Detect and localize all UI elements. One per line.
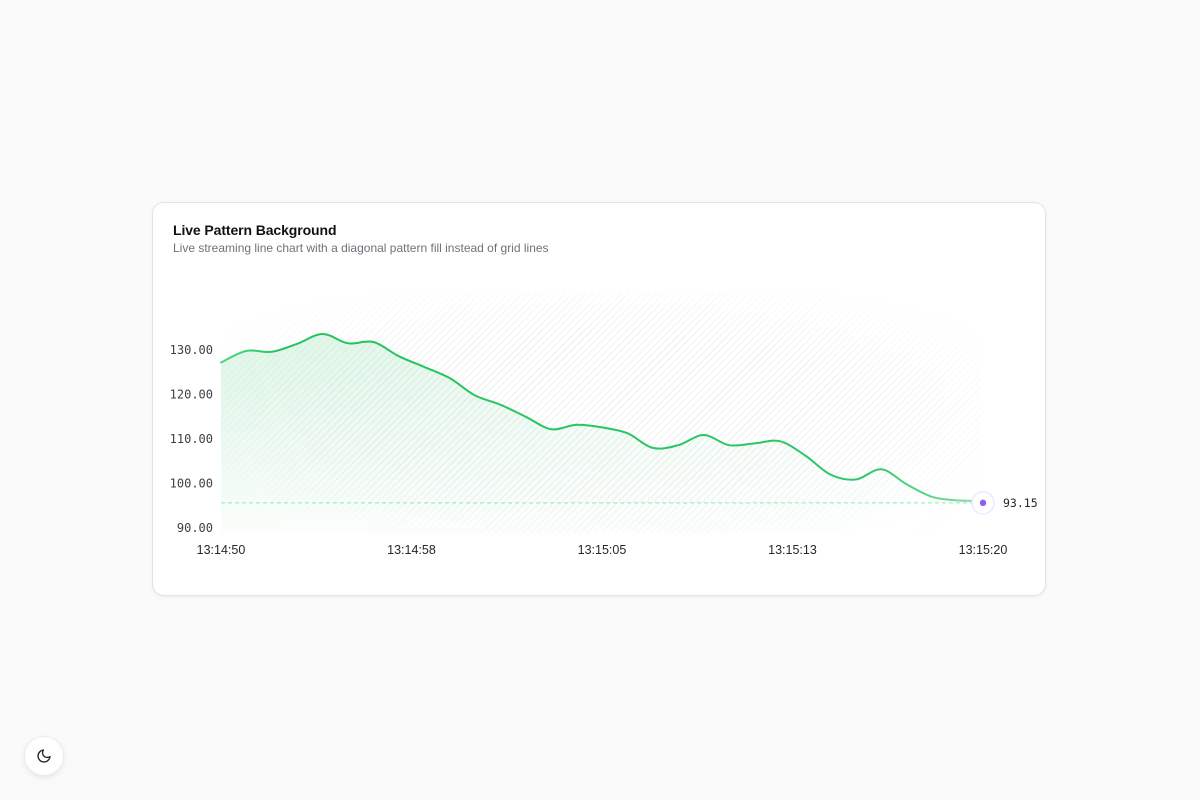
current-value-label: 93.15 (1003, 496, 1038, 510)
chart-card: Live Pattern Background Live streaming l… (152, 202, 1046, 596)
x-tick-label: 13:15:05 (578, 543, 627, 557)
y-tick-label: 100.00 (170, 477, 213, 491)
y-tick-label: 90.00 (177, 521, 213, 535)
line-chart: 130.00 120.00 110.00 100.00 90.00 13:14:50 13… (170, 293, 1038, 557)
y-tick-label: 110.00 (170, 432, 213, 446)
theme-toggle-button[interactable] (24, 736, 64, 776)
y-tick-label: 130.00 (170, 343, 213, 357)
series-line (220, 332, 984, 502)
x-tick-label: 13:15:20 (959, 543, 1008, 557)
x-tick-label: 13:14:50 (197, 543, 246, 557)
current-point (979, 499, 987, 507)
chart-subtitle: Live streaming line chart with a diagona… (173, 241, 549, 255)
x-tick-label: 13:14:58 (387, 543, 436, 557)
series-area (221, 333, 983, 533)
moon-icon (37, 749, 51, 763)
chart-title: Live Pattern Background (173, 222, 337, 238)
y-tick-label: 120.00 (170, 388, 213, 402)
x-tick-label: 13:15:13 (768, 543, 817, 557)
